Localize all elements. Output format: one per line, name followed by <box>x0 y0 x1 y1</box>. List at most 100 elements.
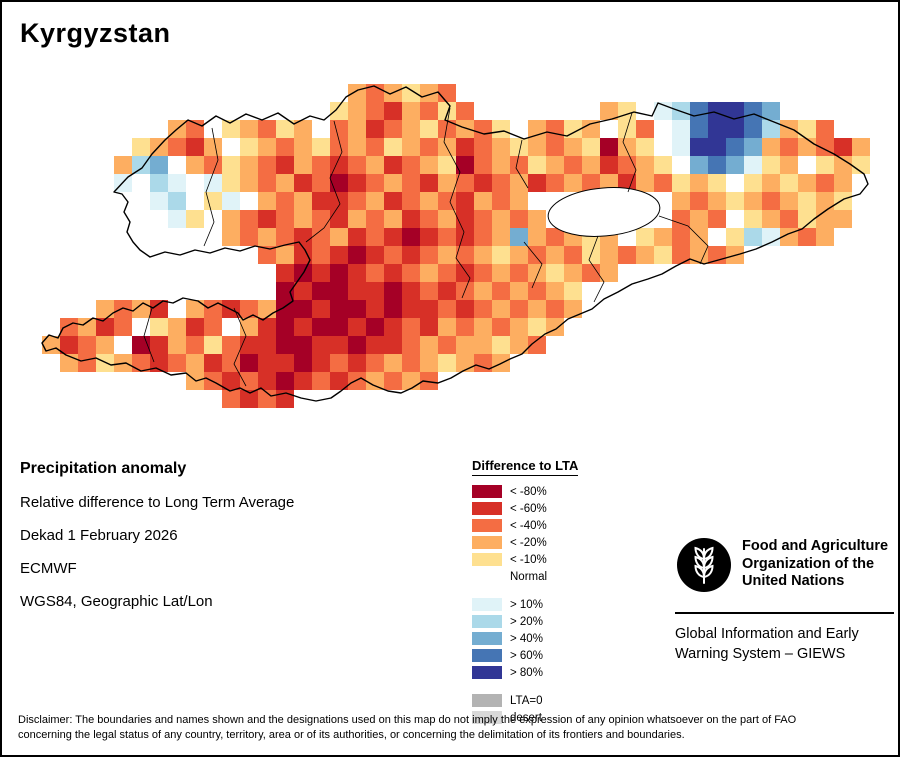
map-cell <box>384 102 402 120</box>
map-cell <box>366 156 384 174</box>
map-cell <box>744 192 762 210</box>
map-cell <box>186 336 204 354</box>
legend-item: Normal <box>472 568 672 585</box>
legend-label: > 60% <box>510 649 543 662</box>
admin-boundary <box>443 107 471 299</box>
map-cell <box>204 174 222 192</box>
map-cell <box>474 156 492 174</box>
map-cell <box>726 174 744 192</box>
map-cell <box>528 246 546 264</box>
map-cell <box>384 246 402 264</box>
map-cell <box>312 282 330 300</box>
map-cell <box>348 264 366 282</box>
map-cell <box>402 336 420 354</box>
map-cell <box>366 246 384 264</box>
map-cell <box>78 354 96 372</box>
map-cell <box>276 354 294 372</box>
map-cell <box>258 372 276 390</box>
map-cell <box>384 228 402 246</box>
map-cell <box>402 156 420 174</box>
map-cell <box>96 318 114 336</box>
map-cell <box>654 120 672 138</box>
legend-swatch <box>472 502 502 515</box>
map-cell <box>258 138 276 156</box>
map-cell <box>420 192 438 210</box>
map-cell <box>276 372 294 390</box>
map-cell <box>348 318 366 336</box>
map-cell <box>474 138 492 156</box>
map-cell <box>798 210 816 228</box>
map-cell <box>294 174 312 192</box>
map-cell <box>132 174 150 192</box>
map-cell <box>402 120 420 138</box>
legend-item: > 60% <box>472 647 672 664</box>
map-cell <box>690 138 708 156</box>
legend-item: < -80% <box>472 483 672 500</box>
legend-item: < -20% <box>472 534 672 551</box>
map-cell <box>456 354 474 372</box>
legend-item: desert <box>472 709 672 726</box>
map-cell <box>420 372 438 390</box>
legend-swatch <box>472 666 502 679</box>
map-cell <box>276 336 294 354</box>
map-cell <box>672 156 690 174</box>
map-cell <box>474 174 492 192</box>
map-cell <box>240 156 258 174</box>
map-cell <box>726 120 744 138</box>
admin-boundary <box>515 139 529 189</box>
map-cell <box>384 174 402 192</box>
map-cell <box>636 120 654 138</box>
map-cell <box>348 192 366 210</box>
admin-boundary <box>622 112 637 193</box>
map-cell <box>780 192 798 210</box>
map-cell <box>600 102 618 120</box>
map-cell <box>366 192 384 210</box>
map-cell <box>474 264 492 282</box>
map-cell <box>456 156 474 174</box>
map-cell <box>366 336 384 354</box>
map-cell <box>762 156 780 174</box>
map-cell <box>618 138 636 156</box>
fao-block: Food and Agriculture Organization of the… <box>675 536 894 664</box>
map-cell <box>312 192 330 210</box>
map-cell <box>438 174 456 192</box>
map-cell <box>726 138 744 156</box>
map-cell <box>546 228 564 246</box>
legend-label: Normal <box>510 570 548 583</box>
map-cell <box>330 120 348 138</box>
map-cell <box>366 264 384 282</box>
map-cell <box>618 246 636 264</box>
map-svg <box>41 84 870 408</box>
map-cell <box>420 102 438 120</box>
admin-boundary <box>523 241 543 289</box>
map-cell <box>402 192 420 210</box>
map-cell <box>546 246 564 264</box>
map-cell <box>420 120 438 138</box>
map-cells <box>42 84 870 408</box>
map-cell <box>294 300 312 318</box>
map-cell <box>78 318 96 336</box>
map-cell <box>420 174 438 192</box>
map-cell <box>330 318 348 336</box>
map-cell <box>708 174 726 192</box>
map-cell <box>132 354 150 372</box>
legend-item: LTA=0 <box>472 692 672 709</box>
map-cell <box>492 264 510 282</box>
map-cell <box>96 336 114 354</box>
map-cell <box>438 210 456 228</box>
legend-swatch <box>472 615 502 628</box>
map-cell <box>420 210 438 228</box>
legend-swatch <box>472 711 502 724</box>
map-cell <box>672 210 690 228</box>
map-cell <box>258 300 276 318</box>
map-cell <box>456 336 474 354</box>
map-cell <box>708 156 726 174</box>
map-cell <box>366 354 384 372</box>
map-cell <box>222 210 240 228</box>
legend-label: > 80% <box>510 666 543 679</box>
map-cell <box>150 174 168 192</box>
map-cell <box>510 192 528 210</box>
map-cell <box>582 156 600 174</box>
map-cell <box>438 156 456 174</box>
map-cell <box>276 300 294 318</box>
